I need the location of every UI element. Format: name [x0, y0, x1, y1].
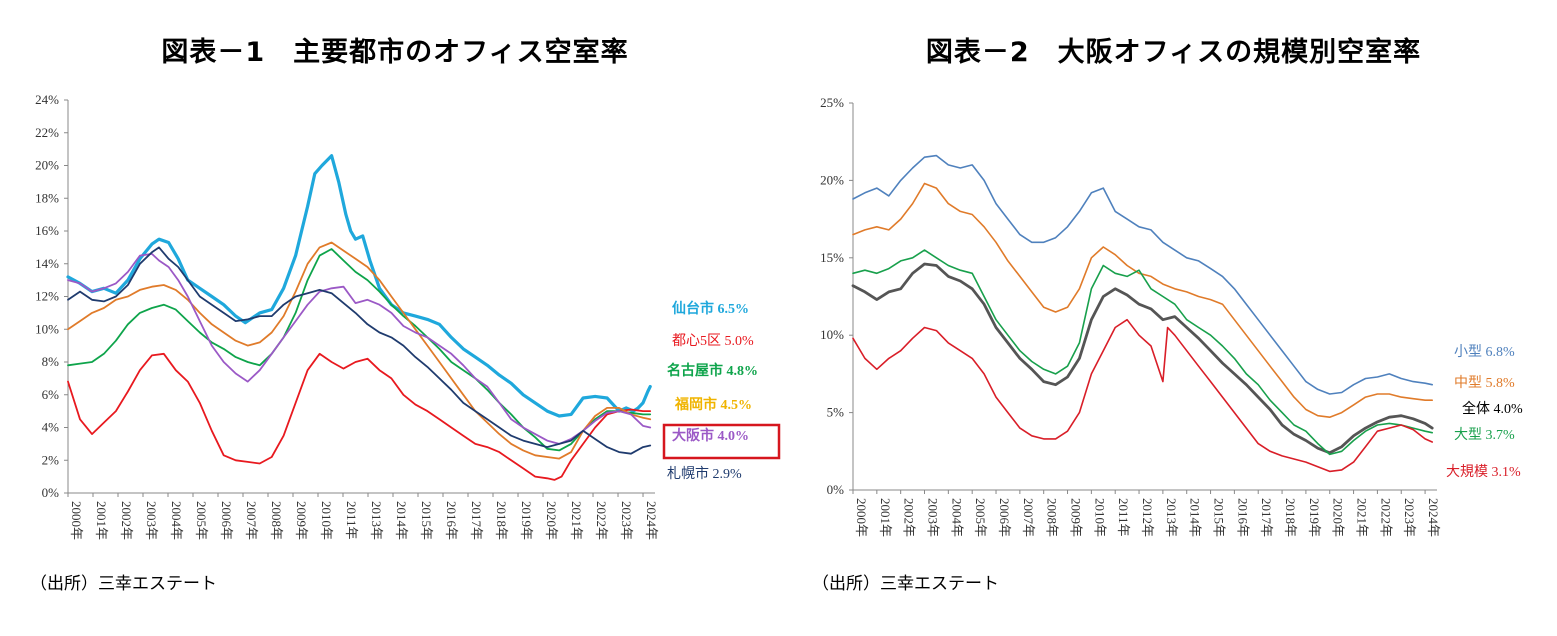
- series-label-0: 仙台市 6.5%: [672, 300, 749, 317]
- x-tick-label: 2022年: [1378, 498, 1393, 537]
- x-tick-label: 2012年: [1140, 498, 1155, 537]
- x-tick-label: 2009年: [294, 501, 309, 540]
- series-label-1: 中型 5.8%: [1454, 375, 1515, 391]
- x-tick-label: 2002年: [902, 498, 917, 537]
- x-tick-label: 2021年: [1355, 498, 1370, 537]
- x-tick-label: 2024年: [644, 501, 659, 540]
- x-tick-label: 2000年: [69, 501, 84, 540]
- series-line-4: [852, 318, 1433, 473]
- x-tick-label: 2006年: [997, 498, 1012, 537]
- y-tick-label: 20%: [35, 158, 59, 173]
- x-tick-label: 2020年: [544, 501, 559, 540]
- x-tick-label: 2010年: [1092, 498, 1107, 537]
- x-tick-label: 2001年: [94, 501, 109, 540]
- x-tick-label: 2016年: [444, 501, 459, 540]
- x-tick-label: 2023年: [1402, 498, 1417, 537]
- series-label-4: 大規模 3.1%: [1446, 464, 1521, 480]
- y-tick-label: 0%: [42, 485, 60, 500]
- y-tick-label: 16%: [35, 223, 59, 238]
- y-tick-label: 0%: [827, 482, 845, 497]
- y-tick-label: 22%: [35, 125, 59, 140]
- series-line-4: [67, 253, 652, 445]
- chart-title: 図表－2 大阪オフィスの規模別空室率: [925, 37, 1422, 68]
- series-label-1: 都心5区 5.0%: [672, 333, 754, 349]
- x-tick-label: 2018年: [494, 501, 509, 540]
- x-tick-label: 2004年: [949, 498, 964, 537]
- series-line-2: [851, 262, 1434, 455]
- x-tick-label: 2021年: [569, 501, 584, 540]
- x-tick-label: 2010年: [319, 501, 334, 540]
- chart-1-plot: 0% 2% 4% 6% 8% 10% 12% 14% 16% 18% 20% 22% 24% 2000年 2…: [35, 92, 781, 540]
- chart-panel-1: 図表－1 主要都市のオフィス空室率 0% 2% 4% 6% 8% 10% 12% 14% 16%…: [30, 37, 781, 594]
- series-label-3: 大型 3.7%: [1454, 427, 1515, 443]
- x-tick-label: 2011年: [1116, 498, 1131, 537]
- x-tick-label: 2017年: [1259, 498, 1274, 537]
- y-tick-label: 14%: [35, 256, 59, 271]
- x-tick-label: 2003年: [926, 498, 941, 537]
- series-label-4: 大阪市 4.0%: [672, 427, 749, 444]
- y-tick-label: 15%: [820, 250, 844, 265]
- x-tick-label: 2020年: [1331, 498, 1346, 537]
- x-tick-label: 2014年: [1188, 498, 1203, 537]
- x-tick-label: 2011年: [344, 501, 359, 540]
- y-tick-label: 10%: [35, 321, 59, 336]
- x-tick-label: 2018年: [1283, 498, 1298, 537]
- x-tick-label: 2007年: [244, 501, 259, 540]
- series-line-3: [67, 241, 652, 460]
- x-tick-label: 2015年: [1212, 498, 1227, 537]
- y-tick-label: 18%: [35, 190, 59, 205]
- series-label-2: 名古屋市 4.8%: [667, 362, 758, 379]
- x-tick-label: 2008年: [269, 501, 284, 540]
- y-tick-label: 20%: [820, 172, 844, 187]
- x-tick-label: 2009年: [1069, 498, 1084, 537]
- x-tick-label: 2019年: [1307, 498, 1322, 537]
- highlight-box: [662, 423, 781, 460]
- x-tick-label: 2022年: [594, 501, 609, 540]
- series-label-3: 福岡市 4.5%: [674, 396, 752, 413]
- x-tick-label: 2005年: [194, 501, 209, 540]
- y-tick-label: 12%: [35, 289, 59, 304]
- y-tick-label: 2%: [42, 452, 60, 467]
- x-tick-label: 2008年: [1045, 498, 1060, 537]
- x-tick-label: 2016年: [1235, 498, 1250, 537]
- series-line-0: [66, 154, 652, 418]
- x-tick-label: 2017年: [469, 501, 484, 540]
- y-tick-label: 24%: [35, 92, 59, 107]
- chart-title: 図表－1 主要都市のオフィス空室率: [161, 37, 629, 68]
- x-tick-label: 2015年: [419, 501, 434, 540]
- x-tick-label: 2013年: [1164, 498, 1179, 537]
- series-label-2: 全体 4.0%: [1462, 400, 1523, 417]
- series-line-0: [852, 154, 1433, 395]
- source-note: （出所）三幸エステート: [30, 574, 217, 594]
- x-tick-label: 2023年: [619, 501, 634, 540]
- y-tick-label: 8%: [42, 354, 60, 369]
- x-tick-label: 2005年: [973, 498, 988, 537]
- series-label-5: 札幌市 2.9%: [667, 465, 742, 482]
- x-tick-label: 2000年: [854, 498, 869, 537]
- x-tick-label: 2014年: [394, 501, 409, 540]
- x-tick-label: 2013年: [369, 501, 384, 540]
- y-tick-label: 4%: [42, 420, 60, 435]
- series-line-1: [852, 182, 1433, 418]
- x-tick-label: 2004年: [169, 501, 184, 540]
- x-tick-label: 2006年: [219, 501, 234, 540]
- x-tick-label: 2003年: [144, 501, 159, 540]
- series-line-1: [67, 352, 652, 481]
- y-tick-label: 5%: [827, 405, 845, 420]
- y-tick-label: 10%: [820, 327, 844, 342]
- series-label-0: 小型 6.8%: [1454, 344, 1515, 360]
- x-tick-label: 2001年: [878, 498, 893, 537]
- y-tick-label: 25%: [820, 95, 844, 110]
- source-note: （出所）三幸エステート: [812, 574, 999, 594]
- y-tick-label: 6%: [42, 387, 60, 402]
- chart-panel-2: 図表－2 大阪オフィスの規模別空室率 0% 5% 10% 15% 20% 25% 2000年…: [790, 0, 1557, 636]
- chart-2-plot: 0% 5% 10% 15% 20% 25% 2000年 2001年 2002年 2003年 2004…: [820, 95, 1523, 537]
- x-tick-label: 2002年: [119, 501, 134, 540]
- x-tick-label: 2024年: [1426, 498, 1441, 537]
- series-line-2: [67, 248, 652, 452]
- series-line-5: [67, 246, 652, 455]
- x-tick-label: 2019年: [519, 501, 534, 540]
- series-line-3: [852, 249, 1433, 456]
- x-tick-label: 2007年: [1021, 498, 1036, 537]
